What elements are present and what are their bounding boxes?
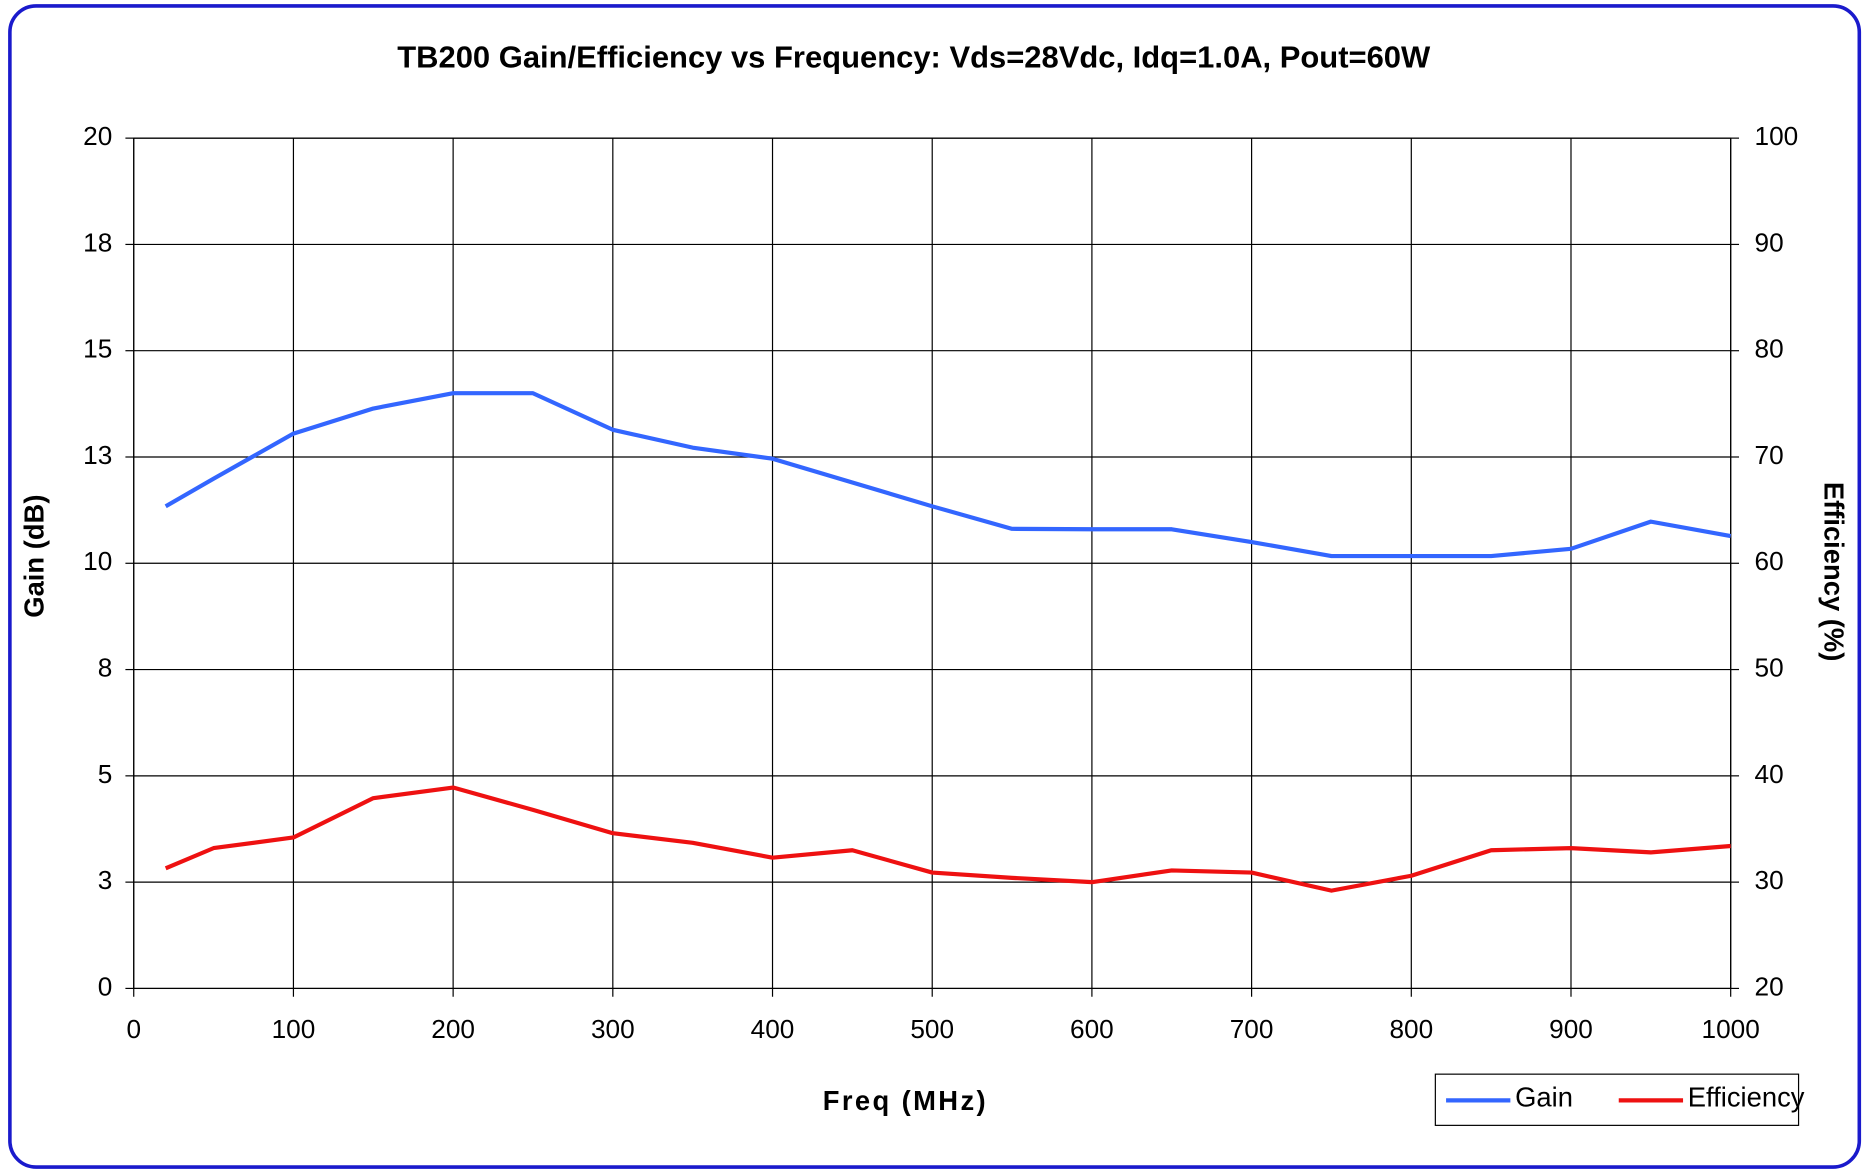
x-tick-label: 600 (1070, 1014, 1114, 1044)
y-tick-label: 18 (83, 227, 112, 257)
y2-axis-label: Efficiency (%) (1819, 482, 1850, 662)
x-tick-label: 700 (1230, 1014, 1274, 1044)
series-line (164, 391, 1732, 559)
y-tick-label: 20 (83, 121, 112, 151)
y-tick-label: 8 (98, 652, 113, 682)
x-tick-label: 0 (126, 1014, 141, 1044)
y2-tick-label: 40 (1755, 759, 1784, 789)
y-axis-label: Gain (dB) (18, 495, 49, 618)
chart-border (8, 4, 1862, 1169)
x-tick-label: 900 (1549, 1014, 1593, 1044)
plot-frame (133, 137, 1732, 990)
y-tick-label: 10 (83, 546, 112, 576)
y2-tick-label: 50 (1755, 652, 1784, 682)
chart-title: TB200 Gain/Efficiency vs Frequency: Vds=… (397, 40, 1431, 75)
y2-tick-label: 20 (1755, 971, 1784, 1001)
x-tick-label: 1000 (1702, 1014, 1760, 1044)
legend-label: Gain (1515, 1081, 1573, 1112)
x-tick-label: 400 (751, 1014, 795, 1044)
x-tick-label: 300 (591, 1014, 635, 1044)
x-tick-label: 800 (1389, 1014, 1433, 1044)
y2-tick-label: 90 (1755, 227, 1784, 257)
y2-tick-label: 80 (1755, 334, 1784, 364)
x-tick-label: 500 (910, 1014, 954, 1044)
y-tick-label: 13 (83, 440, 112, 470)
y2-tick-label: 30 (1755, 865, 1784, 895)
legend-label: Efficiency (1688, 1081, 1805, 1112)
y2-tick-label: 70 (1755, 440, 1784, 470)
y2-tick-label: 100 (1755, 121, 1799, 151)
x-axis-label: Freq (MHz) (823, 1085, 988, 1116)
y-tick-label: 15 (83, 334, 112, 364)
y-tick-label: 3 (98, 865, 113, 895)
x-tick-label: 100 (272, 1014, 316, 1044)
series-line (164, 785, 1731, 893)
y2-tick-label: 60 (1755, 546, 1784, 576)
y-tick-label: 5 (98, 759, 113, 789)
x-tick-label: 200 (431, 1014, 475, 1044)
y-tick-label: 0 (98, 971, 113, 1001)
